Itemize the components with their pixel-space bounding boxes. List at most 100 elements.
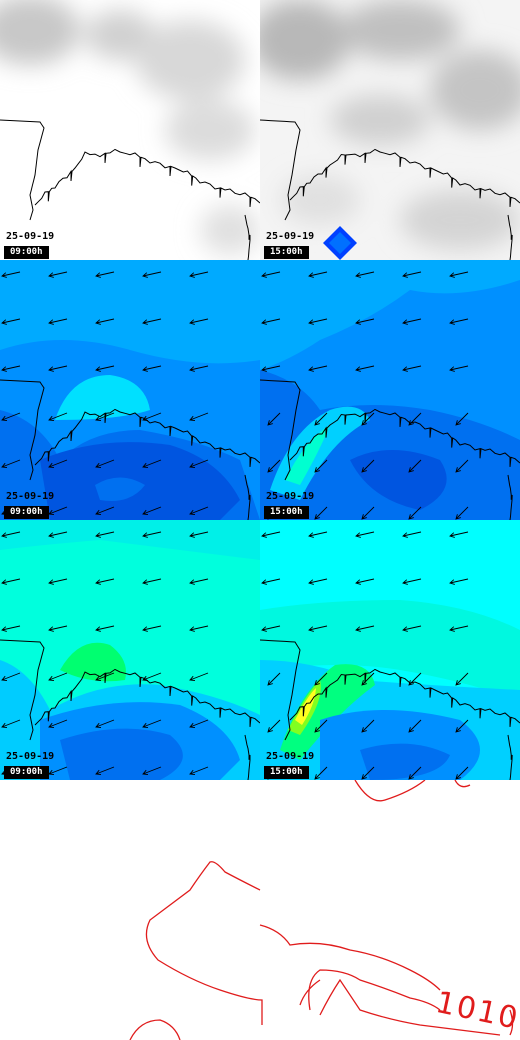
wind-arrow <box>314 459 328 473</box>
wind-arrow <box>361 459 375 473</box>
wind-arrow <box>1 318 21 325</box>
isobar-chart <box>129 780 514 1040</box>
wind-arrow <box>361 719 375 733</box>
cloud-panel-0900: 25-09-19 09:00h <box>0 0 260 260</box>
wind-arrow <box>361 506 375 520</box>
time-stamp: 15:00h <box>264 506 309 519</box>
wind-arrow <box>1 412 21 422</box>
wind-arrow <box>455 672 469 686</box>
wind-arrow <box>142 766 162 776</box>
wind-arrow <box>455 719 469 733</box>
wind-arrow <box>314 506 328 520</box>
wind-arrow <box>95 459 115 469</box>
wind-arrow <box>48 459 68 469</box>
gust-map <box>260 520 520 780</box>
wind-arrow <box>308 578 328 585</box>
wind-arrow <box>1 459 21 469</box>
wind-arrow <box>189 531 209 538</box>
wind-arrow <box>314 766 328 780</box>
wind-arrow <box>48 318 68 325</box>
wind-arrow <box>408 506 422 520</box>
time-stamp: 15:00h <box>264 246 309 259</box>
gust-panel-0900: 25-09-19 09:00h <box>0 520 260 780</box>
wind-arrow <box>189 766 209 776</box>
wind-arrow <box>408 672 422 686</box>
wind-arrow <box>261 578 281 585</box>
isobar-line <box>354 780 426 802</box>
gust-map <box>0 520 260 780</box>
wind-arrow <box>142 365 162 372</box>
date-stamp: 25-09-19 <box>266 231 315 242</box>
wind-panel-1500: 25-09-19 15:00h <box>260 260 520 520</box>
date-stamp: 25-09-19 <box>6 231 55 242</box>
wind-arrow <box>189 318 209 325</box>
wind-arrow <box>355 625 375 632</box>
wind-arrow <box>267 412 281 426</box>
wind-arrow <box>455 459 469 473</box>
wind-arrow <box>95 672 115 682</box>
wind-arrow <box>361 766 375 780</box>
wind-arrow <box>1 625 21 632</box>
wind-arrow <box>261 365 281 372</box>
wind-arrow <box>455 412 469 426</box>
wind-arrow <box>95 531 115 538</box>
isobar-line <box>509 1009 514 1036</box>
wind-arrow <box>1 365 21 372</box>
date-stamp: 25-09-19 <box>266 491 315 502</box>
time-stamp: 09:00h <box>4 246 49 259</box>
wind-arrow <box>449 365 469 372</box>
time-stamp: 15:00h <box>264 766 309 779</box>
date-stamp: 25-09-19 <box>6 751 55 762</box>
wind-arrow <box>1 271 21 278</box>
wind-arrow <box>95 625 115 632</box>
isobar-line <box>145 861 263 1025</box>
wind-arrow <box>48 271 68 278</box>
wind-arrow <box>455 766 469 780</box>
wind-arrow <box>48 672 68 682</box>
wind-arrow <box>1 672 21 682</box>
wind-arrow <box>355 531 375 538</box>
wind-arrow <box>142 412 162 422</box>
cloud-panel-1500: 25-09-19 15:00h <box>260 0 520 260</box>
wind-arrow <box>314 719 328 733</box>
wind-arrow <box>449 625 469 632</box>
wind-arrow <box>48 365 68 372</box>
time-stamp: 09:00h <box>4 766 49 779</box>
wind-arrow <box>142 318 162 325</box>
wind-arrow <box>408 766 422 780</box>
wind-arrow <box>402 625 422 632</box>
wind-arrow <box>355 318 375 325</box>
cloud-map <box>260 0 520 260</box>
wind-arrow <box>314 412 328 426</box>
wind-arrow <box>48 506 68 516</box>
wind-arrow <box>95 412 115 422</box>
wind-arrow <box>267 672 281 686</box>
wind-arrow <box>189 506 209 516</box>
date-stamp: 25-09-19 <box>6 491 55 502</box>
wind-arrow <box>95 719 115 729</box>
wind-arrow <box>308 318 328 325</box>
wind-arrow <box>261 318 281 325</box>
wind-arrow <box>308 271 328 278</box>
wind-arrow <box>48 578 68 585</box>
isobar-line <box>299 979 321 1006</box>
wind-arrow <box>95 506 115 516</box>
isobar-line <box>454 780 471 788</box>
cloud-map <box>0 0 260 260</box>
wind-arrow <box>95 766 115 776</box>
wind-arrow <box>95 271 115 278</box>
wind-arrow <box>314 672 328 686</box>
wind-arrow <box>189 578 209 585</box>
wind-arrow <box>189 271 209 278</box>
wind-arrow <box>449 318 469 325</box>
wind-arrow <box>189 412 209 422</box>
wind-arrow <box>267 719 281 733</box>
wind-arrow <box>1 531 21 538</box>
wind-arrow <box>408 719 422 733</box>
wind-panel-0900: 25-09-19 09:00h <box>0 260 260 520</box>
date-stamp: 25-09-19 <box>266 751 315 762</box>
wind-arrow <box>142 531 162 538</box>
wind-arrow <box>449 531 469 538</box>
wind-arrow <box>48 766 68 776</box>
wind-arrow <box>189 459 209 469</box>
